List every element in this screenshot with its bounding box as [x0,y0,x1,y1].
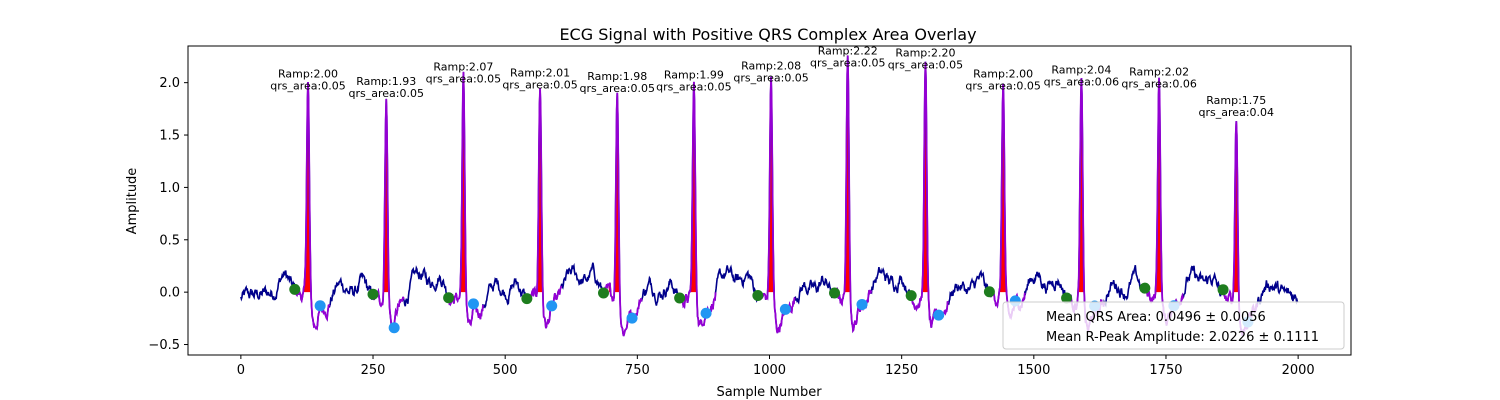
y-tick-label-5: 2.0 [159,76,180,91]
qrs-onset-marker-10 [1061,292,1073,304]
qrs-onset-marker-4 [598,287,610,299]
x-tick-label-2: 500 [493,363,518,378]
qrs-segment-0 [293,81,331,331]
plot-content [240,55,1299,337]
qrs-area-annotation-4: qrs_area:0.05 [580,82,655,95]
qrs-onset-marker-3 [521,293,533,305]
ramp-annotation-9: Ramp:2.00 [973,68,1033,81]
qrs-segment-1 [372,98,405,329]
qrs-area-annotation-0: qrs_area:0.05 [270,80,345,93]
qrs-onset-marker-11 [1139,282,1151,294]
x-tick-label-6: 1500 [1017,363,1050,378]
qrs-onset-marker-7 [829,287,841,299]
qrs-area-annotation-8: qrs_area:0.05 [888,59,963,72]
qrs-onset-marker-8 [905,290,917,302]
y-tick-label-3: 1.0 [159,181,180,196]
x-tick-label-7: 1750 [1149,363,1182,378]
qrs-offset-marker-8 [933,309,945,321]
ramp-annotation-12: Ramp:1.75 [1206,94,1266,107]
qrs-offset-marker-6 [779,303,791,315]
qrs-area-annotation-1: qrs_area:0.05 [349,87,424,100]
qrs-area-annotation-12: qrs_area:0.04 [1199,106,1274,119]
y-tick-label-1: 0.0 [159,286,180,301]
qrs-area-annotation-5: qrs_area:0.05 [656,81,731,94]
qrs-area-annotation-3: qrs_area:0.05 [502,79,577,92]
legend-box [1002,301,1345,350]
chart-title: ECG Signal with Positive QRS Complex Are… [559,25,976,44]
qrs-onset-marker-1 [367,288,379,300]
x-axis: 0 250 500 750 1000 1250 1500 1750 2000 [237,355,1315,378]
legend-entry-0: Mean QRS Area: 0.0496 ± 0.0056 [1046,310,1266,325]
qrs-area-annotation-6: qrs_area:0.05 [733,71,808,84]
y-axis-label: Amplitude [125,168,140,235]
qrs-offset-marker-5 [700,307,712,319]
qrs-segment-2 [447,71,484,327]
x-tick-label-4: 1000 [753,363,786,378]
ramp-annotation-8: Ramp:2.20 [895,47,955,60]
qrs-area-annotation-9: qrs_area:0.05 [965,80,1040,93]
x-axis-label: Sample Number [716,385,822,400]
ramp-annotation-4: Ramp:1.98 [587,70,647,83]
legend-entry-1: Mean R-Peak Amplitude: 2.0226 ± 0.1111 [1046,330,1319,345]
x-tick-label-3: 750 [625,363,650,378]
qrs-onset-marker-5 [674,292,686,304]
ramp-annotation-1: Ramp:1.93 [356,75,416,88]
qrs-offset-marker-4 [626,312,638,324]
ramp-annotation-6: Ramp:2.08 [741,59,801,72]
x-tick-label-0: 0 [237,363,245,378]
qrs-segment-3 [526,88,563,329]
qrs-onset-marker-2 [443,292,455,304]
y-tick-label-2: 0.5 [159,233,180,248]
ramp-annotation-3: Ramp:2.01 [510,67,570,80]
qrs-onset-marker-0 [289,283,301,295]
qrs-offset-marker-7 [856,298,868,310]
ramp-annotation-2: Ramp:2.07 [433,60,493,73]
qrs-offset-marker-0 [314,300,326,312]
qrs-offset-marker-3 [546,300,558,312]
x-tick-label-5: 1250 [885,363,918,378]
legend: Mean QRS Area: 0.0496 ± 0.0056 Mean R-Pea… [1002,301,1345,350]
ramp-annotation-10: Ramp:2.04 [1051,63,1111,76]
ramp-annotation-0: Ramp:2.00 [278,68,338,81]
qrs-area-annotation-10: qrs_area:0.06 [1044,75,1119,88]
qrs-onset-marker-6 [752,289,764,301]
ramp-annotation-7: Ramp:2.22 [818,45,878,58]
ramp-annotation-11: Ramp:2.02 [1129,66,1189,79]
qrs-area-annotation-11: qrs_area:0.06 [1121,78,1196,91]
qrs-area-annotation-2: qrs_area:0.05 [426,72,501,85]
x-tick-label-8: 2000 [1282,363,1315,378]
x-tick-label-1: 250 [361,363,386,378]
qrs-onset-marker-12 [1217,284,1229,296]
qrs-area-annotation-7: qrs_area:0.05 [810,57,885,70]
qrs-onset-marker-9 [983,286,995,298]
y-axis: −0.5 0.0 0.5 1.0 1.5 2.0 [148,76,188,353]
ramp-annotation-5: Ramp:1.99 [664,69,724,82]
qrs-offset-marker-1 [388,322,400,334]
y-tick-label-0: −0.5 [148,338,180,353]
qrs-offset-marker-2 [467,298,479,310]
y-tick-label-4: 1.5 [159,129,180,144]
